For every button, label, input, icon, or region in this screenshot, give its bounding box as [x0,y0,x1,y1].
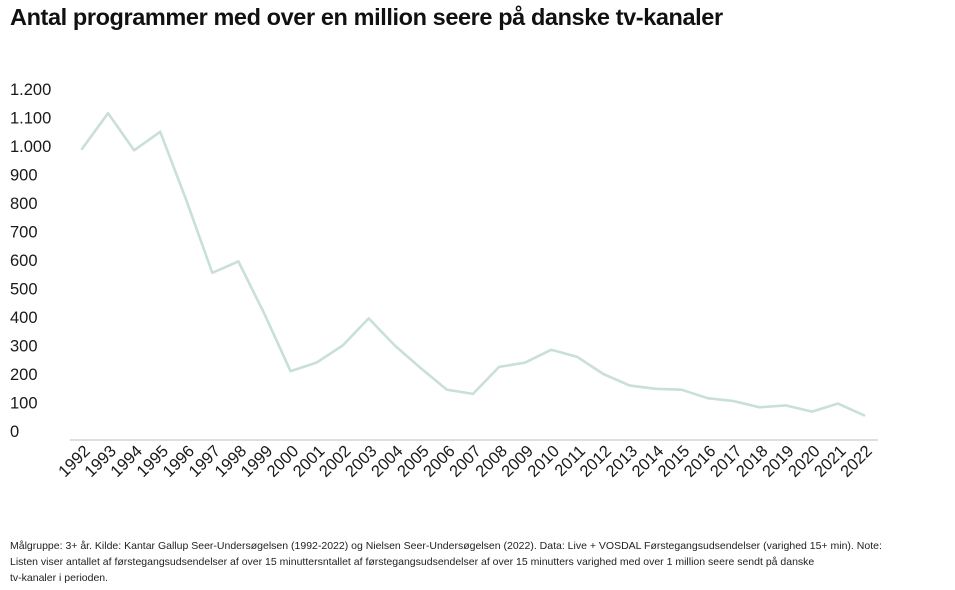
data-point [732,399,736,403]
x-axis-ticks: 1992199319941995199619971998199920002001… [55,442,876,481]
data-point [784,403,788,407]
data-point [575,355,579,359]
data-point [132,148,136,152]
data-point [236,259,240,263]
line-chart: 0 100 200 300 400 500 600 700 800 900 1.000 1.100 1.… [10,81,878,481]
y-tick-label: 100 [10,395,38,413]
series-layer [80,111,866,417]
data-point [549,348,553,352]
data-point [471,392,475,396]
y-tick-label: 1.100 [10,110,51,128]
y-tick-label: 1.000 [10,138,51,156]
y-tick-label: 0 [10,423,19,441]
y-axis-ticks: 0 100 200 300 400 500 600 700 800 900 1.000 1.100 1.… [10,81,51,441]
data-point [289,369,293,373]
x-tick-label: 2022 [837,442,876,481]
y-tick-label: 600 [10,252,38,270]
chart-title: Antal programmer med over en million see… [10,4,723,30]
data-point [315,361,319,365]
y-tick-label: 700 [10,224,38,242]
data-point [184,198,188,202]
data-point [810,410,814,414]
data-point [158,130,162,134]
data-point [341,344,345,348]
data-point [263,312,267,316]
y-tick-label: 300 [10,338,38,356]
y-tick-label: 500 [10,281,38,299]
y-tick-label: 800 [10,195,38,213]
footnote-line-1: Målgruppe: 3+ år. Kilde: Kantar Gallup S… [10,540,882,552]
data-point [862,413,866,417]
data-point [654,387,658,391]
series-line [80,111,866,417]
data-point [367,316,371,320]
data-point [836,402,840,406]
data-point [210,271,214,275]
data-point [627,383,631,387]
y-tick-label: 400 [10,309,38,327]
data-point [706,396,710,400]
y-tick-label: 900 [10,167,38,185]
footnote-line-2: Listen viser antallet af førstegangsudse… [10,556,815,569]
data-point [758,405,762,409]
y-tick-label: 1.200 [10,81,51,99]
data-point [680,388,684,392]
footnote-line-3: tv-kanaler i perioden. [10,572,109,585]
y-tick-label: 200 [10,366,38,384]
data-point [106,111,110,115]
data-point [393,344,397,348]
source-footnote: Målgruppe: 3+ år. Kilde: Kantar Gallup S… [10,538,950,587]
data-point [445,388,449,392]
data-point [523,361,527,365]
data-point [601,372,605,376]
data-point [419,366,423,370]
data-point [80,147,84,151]
data-point [497,365,501,369]
